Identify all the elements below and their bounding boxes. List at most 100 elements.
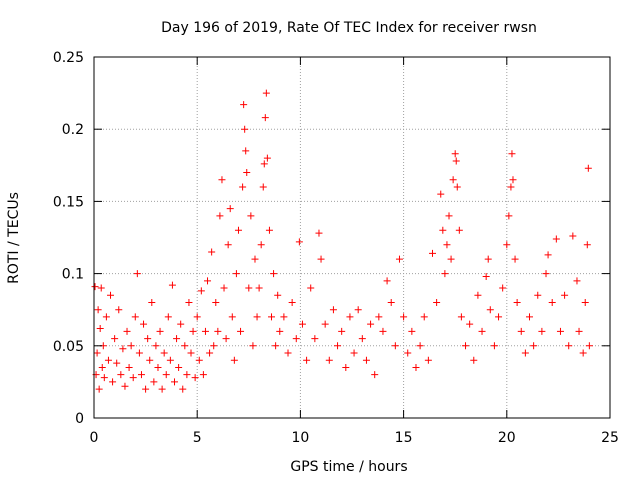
data-point [123, 327, 131, 335]
data-point [455, 226, 463, 234]
data-point [201, 327, 209, 335]
data-point [507, 183, 515, 191]
data-point [503, 241, 511, 249]
data-point [354, 306, 362, 314]
data-point [253, 313, 261, 321]
data-point [288, 298, 296, 306]
y-tick-label: 0.2 [62, 122, 84, 138]
data-point [408, 327, 416, 335]
data-point [303, 356, 311, 364]
data-point [144, 335, 152, 343]
data-point [137, 371, 145, 379]
data-point [478, 327, 486, 335]
data-point [534, 291, 542, 299]
data-point [189, 327, 197, 335]
data-point [199, 371, 207, 379]
data-point [544, 251, 552, 259]
data-point [449, 176, 457, 184]
data-point [158, 385, 166, 393]
data-point [362, 356, 370, 364]
data-point [412, 363, 420, 371]
data-point [424, 356, 432, 364]
data-point [119, 345, 127, 353]
data-point [237, 327, 245, 335]
data-point [358, 335, 366, 343]
data-point [113, 359, 121, 367]
data-point [204, 277, 212, 285]
data-point [342, 363, 350, 371]
data-point [270, 270, 278, 278]
data-point [565, 342, 573, 350]
data-point [156, 327, 164, 335]
data-point [240, 101, 248, 109]
data-point [486, 306, 494, 314]
data-point [292, 335, 300, 343]
plot-frame [93, 56, 611, 419]
data-point [93, 349, 101, 357]
data-point [104, 356, 112, 364]
data-point [447, 255, 455, 263]
data-point [140, 320, 148, 328]
data-point [400, 313, 408, 321]
data-point [160, 349, 168, 357]
data-point [521, 349, 529, 357]
data-point [251, 255, 259, 263]
data-point [249, 342, 257, 350]
data-point [162, 371, 170, 379]
data-point [573, 277, 581, 285]
x-tick-label: 5 [193, 430, 202, 446]
data-point [193, 313, 201, 321]
data-point [241, 125, 249, 133]
data-point [391, 342, 399, 350]
data-point [457, 313, 465, 321]
data-point [96, 324, 104, 332]
data-point [585, 342, 593, 350]
data-point [214, 327, 222, 335]
x-axis-title: GPS time / hours [290, 459, 407, 475]
data-point [170, 378, 178, 386]
data-point [298, 320, 306, 328]
data-point [474, 291, 482, 299]
data-point [272, 342, 280, 350]
data-point [259, 183, 267, 191]
data-point [152, 342, 160, 350]
data-point [95, 385, 103, 393]
data-point [569, 232, 577, 240]
data-point [226, 205, 234, 213]
data-point [222, 335, 230, 343]
data-point [552, 235, 560, 243]
data-point [265, 226, 273, 234]
data-point [462, 342, 470, 350]
data-point [416, 342, 424, 350]
data-point [441, 270, 449, 278]
data-point [482, 272, 490, 280]
data-point [581, 298, 589, 306]
data-point [230, 356, 238, 364]
data-point [513, 298, 521, 306]
data-point [470, 356, 478, 364]
y-tick-label: 0 [75, 411, 84, 427]
data-point [379, 327, 387, 335]
data-point [548, 298, 556, 306]
y-tick-label: 0.05 [53, 339, 84, 355]
data-point [148, 298, 156, 306]
data-point [509, 176, 517, 184]
y-tick-labels: 0 0.05 0.1 0.15 0.2 0.25 [53, 50, 84, 427]
chart-title: Day 196 of 2019, Rate Of TEC Index for r… [161, 20, 537, 36]
data-point [109, 378, 117, 386]
data-point [445, 212, 453, 220]
data-point [530, 342, 538, 350]
data-point [263, 154, 271, 162]
data-point [150, 378, 158, 386]
data-point [257, 241, 265, 249]
data-point [321, 320, 329, 328]
data-point [538, 327, 546, 335]
data-point [387, 298, 395, 306]
data-point [579, 349, 587, 357]
data-point [490, 342, 498, 350]
data-point [135, 349, 143, 357]
data-point [224, 241, 232, 249]
y-tick-label: 0.25 [53, 50, 84, 66]
